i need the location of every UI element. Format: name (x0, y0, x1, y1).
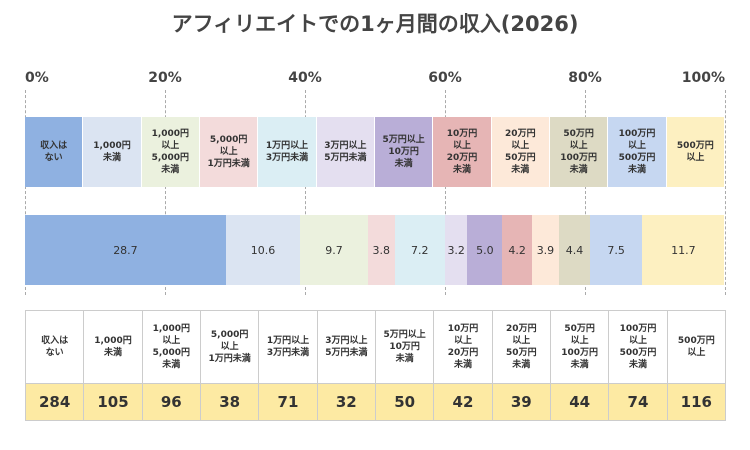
table-header: 1,000円 以上 5,000円 未満 (141, 310, 201, 384)
table-value: 44 (550, 383, 610, 421)
grid-line (445, 90, 446, 295)
grid-line (165, 90, 166, 295)
x-tick-label: 0% (25, 70, 49, 86)
table-header: 1万円以上 3万円未満 (258, 310, 318, 384)
legend-item: 5万円以上 10万円 未満 (375, 117, 433, 187)
grid-line (25, 90, 26, 295)
table-value: 39 (491, 383, 551, 421)
table-value: 71 (258, 383, 318, 421)
legend-item: 100万円 以上 500万円 未満 (608, 117, 666, 187)
table-value: 42 (433, 383, 493, 421)
x-tick-label: 60% (428, 70, 462, 86)
table-header: 5,000円 以上 1万円未満 (200, 310, 260, 384)
table-value: 32 (316, 383, 376, 421)
legend-item: 収入は ない (25, 117, 83, 187)
table-value: 105 (83, 383, 143, 421)
x-tick-label: 20% (148, 70, 182, 86)
table-value: 96 (141, 383, 201, 421)
legend-item: 500万円 以上 (666, 117, 724, 187)
table-header: 収入は ない (25, 310, 85, 384)
legend-item: 10万円 以上 20万円 未満 (433, 117, 491, 187)
bar-segment: 5.0 (467, 215, 503, 285)
bar-segment: 4.2 (502, 215, 532, 285)
x-tick-label: 80% (568, 70, 602, 86)
bar-segment: 7.2 (394, 215, 445, 285)
table-header: 1,000円 未満 (83, 310, 143, 384)
table-header: 10万円 以上 20万円 未満 (433, 310, 493, 384)
legend-item: 20万円 以上 50万円 未満 (491, 117, 549, 187)
legend-item: 1,000円 以上 5,000円 未満 (141, 117, 199, 187)
table-header: 20万円 以上 50万円 未満 (491, 310, 551, 384)
table-value: 116 (666, 383, 726, 421)
legend-item: 1,000円 未満 (83, 117, 141, 187)
grid-line (725, 90, 726, 295)
table-header: 5万円以上 10万円 未満 (375, 310, 435, 384)
table-value: 50 (375, 383, 435, 421)
table-value: 284 (25, 383, 85, 421)
bar-segment: 10.6 (225, 215, 301, 285)
bar-segment: 7.5 (589, 215, 643, 285)
chart-title: アフィリエイトでの1ヶ月間の収入(2026) (171, 12, 579, 36)
table-header: 3万円以上 5万円未満 (316, 310, 376, 384)
table-header: 100万円 以上 500万円 未満 (608, 310, 668, 384)
bar-segment: 3.2 (445, 215, 468, 285)
table-header: 50万円 以上 100万円 未満 (550, 310, 610, 384)
legend-item: 3万円以上 5万円未満 (316, 117, 374, 187)
bar-segment: 3.9 (531, 215, 560, 285)
bar-segment: 11.7 (642, 215, 725, 285)
legend-item: 1万円以上 3万円未満 (258, 117, 316, 187)
grid-line (585, 90, 586, 295)
bar-segment: 9.7 (300, 215, 368, 285)
table-value: 38 (200, 383, 260, 421)
table-header: 500万円 以上 (666, 310, 726, 384)
grid-line (305, 90, 306, 295)
legend-item: 50万円 以上 100万円 未満 (550, 117, 608, 187)
x-tick-label: 100% (681, 70, 725, 86)
table-value: 74 (608, 383, 668, 421)
x-tick-label: 40% (288, 70, 322, 86)
bar-segment: 3.8 (368, 215, 395, 285)
bar-segment: 4.4 (559, 215, 590, 285)
legend-item: 5,000円 以上 1万円未満 (200, 117, 258, 187)
bar-segment: 28.7 (25, 215, 226, 285)
